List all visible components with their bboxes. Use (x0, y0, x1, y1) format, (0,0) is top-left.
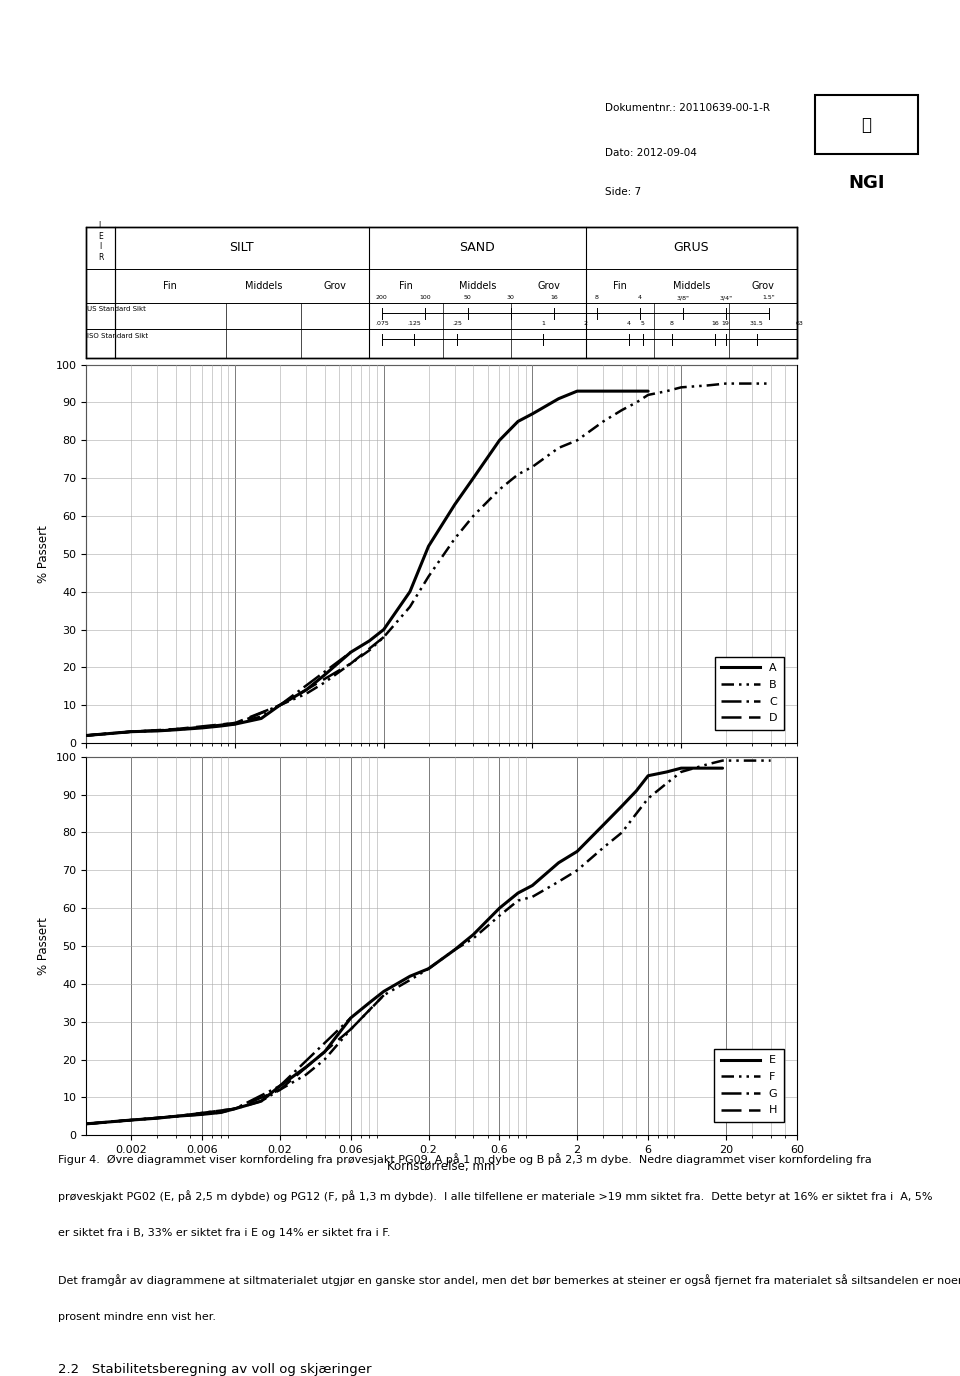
Text: 5: 5 (641, 322, 645, 326)
Text: er siktet fra i B, 33% er siktet fra i E og 14% er siktet fra i F.: er siktet fra i B, 33% er siktet fra i E… (58, 1227, 390, 1238)
Text: prøveskjakt PG02 (E, på 2,5 m dybde) og PG12 (F, på 1,3 m dybde).  I alle tilfel: prøveskjakt PG02 (E, på 2,5 m dybde) og … (58, 1190, 932, 1203)
Text: SAND: SAND (460, 241, 495, 255)
FancyBboxPatch shape (814, 95, 918, 154)
Text: Fin: Fin (163, 281, 178, 290)
Text: 4: 4 (627, 322, 631, 326)
Text: ISO Standard Sikt: ISO Standard Sikt (87, 333, 148, 338)
Text: 50: 50 (464, 296, 471, 300)
Text: prosent mindre enn vist her.: prosent mindre enn vist her. (58, 1311, 216, 1322)
Text: 2: 2 (584, 322, 588, 326)
Text: 8: 8 (595, 296, 599, 300)
Text: .075: .075 (375, 322, 390, 326)
Text: NGI: NGI (848, 173, 885, 193)
Y-axis label: % Passert: % Passert (37, 524, 50, 583)
Text: Fin: Fin (613, 281, 627, 290)
Text: .125: .125 (407, 322, 421, 326)
Y-axis label: % Passert: % Passert (37, 916, 50, 976)
Text: 16: 16 (550, 296, 558, 300)
Text: 1.5": 1.5" (762, 296, 775, 300)
Text: 31.5: 31.5 (750, 322, 764, 326)
Text: SILT: SILT (229, 241, 254, 255)
X-axis label: Kornstørrelse, mm: Kornstørrelse, mm (388, 1160, 495, 1174)
Text: 3/8": 3/8" (676, 296, 689, 300)
Text: GRUS: GRUS (674, 241, 709, 255)
Text: Det framgår av diagrammene at siltmaterialet utgjør en ganske stor andel, men de: Det framgår av diagrammene at siltmateri… (58, 1274, 960, 1287)
Text: 🌲: 🌲 (861, 116, 872, 133)
Text: 100: 100 (420, 296, 431, 300)
Text: Grov: Grov (324, 281, 346, 290)
Text: Figur 4.  Øvre diagrammet viser kornfordeling fra prøvesjakt PG09, A på 1 m dybe: Figur 4. Øvre diagrammet viser kornforde… (58, 1153, 872, 1165)
Text: 3/4": 3/4" (719, 296, 732, 300)
Text: 19: 19 (722, 322, 730, 326)
Text: Middels: Middels (673, 281, 710, 290)
FancyBboxPatch shape (86, 227, 797, 358)
Text: 200: 200 (375, 296, 388, 300)
Text: 16: 16 (711, 322, 719, 326)
Text: Middels: Middels (459, 281, 496, 290)
Text: US Standard Sikt: US Standard Sikt (87, 307, 146, 312)
Text: 63: 63 (796, 322, 804, 326)
Legend: E, F, G, H: E, F, G, H (714, 1049, 784, 1121)
Text: L
E
I
R: L E I R (98, 222, 104, 261)
Text: Grov: Grov (752, 281, 774, 290)
Text: Middels: Middels (245, 281, 282, 290)
Text: Dokumentnr.: 20110639-00-1-R: Dokumentnr.: 20110639-00-1-R (605, 103, 770, 113)
Text: 1: 1 (541, 322, 545, 326)
Text: 4: 4 (637, 296, 641, 300)
Text: Grov: Grov (538, 281, 560, 290)
Text: 8: 8 (670, 322, 674, 326)
Text: 2.2   Stabilitetsberegning av voll og skjæringer: 2.2 Stabilitetsberegning av voll og skjæ… (58, 1364, 372, 1376)
Text: Side: 7: Side: 7 (605, 187, 641, 197)
Text: Dato: 2012-09-04: Dato: 2012-09-04 (605, 147, 697, 158)
Legend: A, B, C, D: A, B, C, D (714, 656, 784, 729)
Text: .25: .25 (452, 322, 462, 326)
Text: Fin: Fin (399, 281, 413, 290)
Text: 30: 30 (507, 296, 515, 300)
